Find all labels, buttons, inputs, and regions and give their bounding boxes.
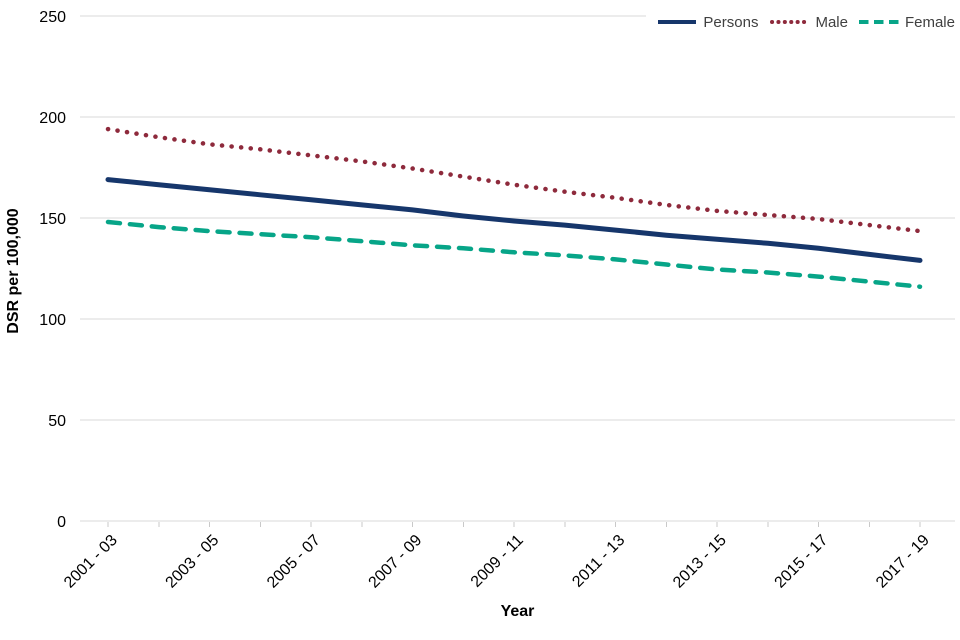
- chart-legend: Persons Male Female: [646, 9, 955, 35]
- y-tick-label-50: 50: [48, 413, 66, 430]
- y-tick-label-100: 100: [39, 312, 66, 329]
- y-tick-label-150: 150: [39, 211, 66, 228]
- y-tick-label-250: 250: [39, 9, 66, 26]
- x-tick-label: 2013 - 15: [670, 532, 730, 592]
- x-tick-label: 2015 - 17: [772, 532, 832, 592]
- y-tick-label-200: 200: [39, 110, 66, 127]
- persons-line-swatch: [658, 20, 697, 24]
- x-tick-label: 2001 - 03: [61, 532, 121, 592]
- series-line-male: [105, 126, 923, 234]
- x-tick-label: 2003 - 05: [163, 532, 223, 592]
- y-tick-label-0: 0: [57, 514, 66, 531]
- x-tick-label: 2009 - 11: [468, 532, 527, 591]
- male-line-swatch: [770, 20, 811, 24]
- x-tick-label: 2011 - 13: [569, 532, 628, 591]
- x-tick-label: 2007 - 09: [366, 532, 426, 592]
- x-tick-label: 2017 - 19: [873, 532, 933, 592]
- legend-label-persons: Persons: [703, 13, 759, 31]
- x-tick-label: 2005 - 07: [264, 532, 324, 592]
- series-line-female: [105, 219, 923, 289]
- legend-item-male: Male: [768, 14, 848, 31]
- legend-item-persons: Persons: [656, 14, 758, 31]
- x-axis-title: Year: [500, 603, 535, 620]
- y-axis-title: DSR per 100,000: [5, 208, 22, 334]
- series-line-persons: [105, 177, 923, 263]
- female-line-swatch: [858, 20, 899, 24]
- legend-label-female: Female: [904, 13, 955, 31]
- legend-item-female: Female: [858, 14, 955, 31]
- legend-label-male: Male: [815, 13, 848, 31]
